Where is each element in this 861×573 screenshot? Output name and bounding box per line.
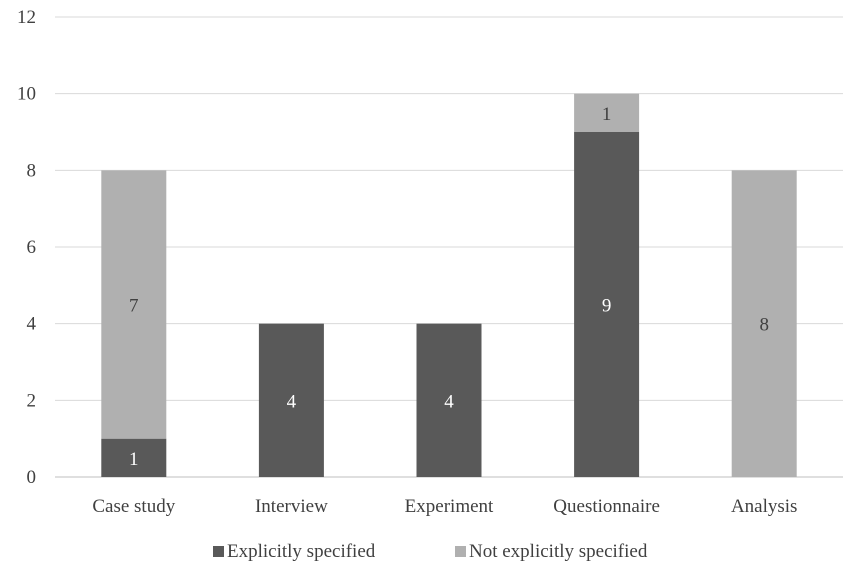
y-tick-label: 8 xyxy=(27,160,37,181)
data-label: 8 xyxy=(759,315,769,336)
x-category-label: Interview xyxy=(255,496,328,517)
bar-segment xyxy=(101,170,167,439)
bar-segment xyxy=(574,93,640,132)
y-tick-label: 12 xyxy=(17,7,36,28)
y-tick-label: 0 xyxy=(27,467,37,488)
data-label: 1 xyxy=(129,449,139,470)
y-axis-ticks: 0 2 4 6 8 10 12 xyxy=(17,7,37,488)
bar-segment xyxy=(574,132,640,477)
bar-segment xyxy=(101,438,167,477)
data-label: 9 xyxy=(602,296,612,317)
x-category-label: Questionnaire xyxy=(553,496,660,517)
legend-swatch xyxy=(213,546,224,557)
bar-segment xyxy=(731,170,797,478)
data-labels: 1 7 4 4 9 1 8 xyxy=(129,104,769,470)
data-label: 7 xyxy=(129,296,139,317)
data-label: 4 xyxy=(444,391,454,412)
x-axis-labels: Case study Interview Experiment Questionnai… xyxy=(92,496,797,517)
x-category-label: Case study xyxy=(92,496,175,517)
bars xyxy=(101,93,797,478)
legend: Explicitly specified Not explicitly speci… xyxy=(213,541,648,562)
y-tick-label: 10 xyxy=(17,84,36,105)
data-label: 4 xyxy=(287,391,297,412)
x-category-label: Experiment xyxy=(405,496,494,517)
bar-segment xyxy=(258,323,324,477)
legend-label: Explicitly specified xyxy=(227,541,376,562)
bar-segment xyxy=(416,323,482,477)
x-category-label: Analysis xyxy=(731,496,798,517)
y-tick-label: 2 xyxy=(27,390,37,411)
legend-label: Not explicitly specified xyxy=(469,541,648,562)
legend-swatch xyxy=(455,546,466,557)
y-tick-label: 4 xyxy=(27,314,37,335)
y-tick-label: 6 xyxy=(27,237,37,258)
data-label: 1 xyxy=(602,104,612,125)
